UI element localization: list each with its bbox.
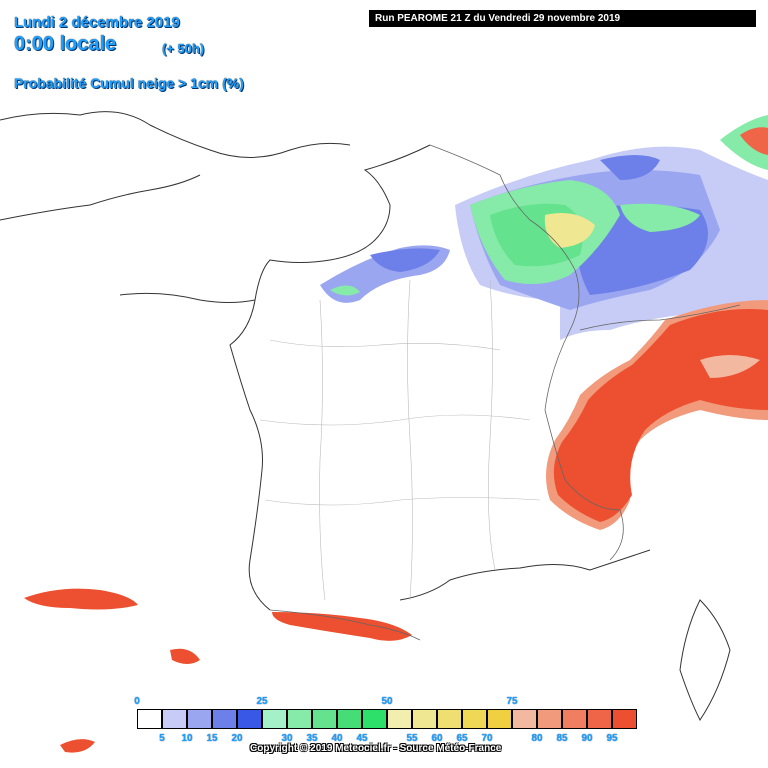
snow-field-pyrenees (24, 588, 412, 753)
legend-swatch (212, 709, 237, 729)
run-banner: Run PEAROME 21 Z du Vendredi 29 novembre… (369, 10, 756, 27)
legend-minor-label: 10 (181, 733, 193, 744)
product-title: Probabilité Cumul neige > 1cm (%) (14, 75, 244, 91)
legend-swatch (362, 709, 387, 729)
legend-swatch (587, 709, 612, 729)
legend-minor-label: 60 (431, 733, 443, 744)
legend-swatch (562, 709, 587, 729)
legend-swatch (312, 709, 337, 729)
legend-minor-label: 45 (356, 733, 368, 744)
color-legend: 0 25 50 75 5 10 15 20 30 35 40 45 55 60 65 70 80 85 90 95 (132, 696, 642, 758)
snow-field-alps (546, 300, 768, 530)
legend-swatch (437, 709, 462, 729)
legend-major-label: 25 (256, 696, 268, 707)
legend-minor-label: 90 (581, 733, 593, 744)
legend-minor-label: 85 (556, 733, 568, 744)
legend-minor-label: 15 (206, 733, 218, 744)
legend-minor-label: 5 (159, 733, 165, 744)
legend-minor-label: 70 (481, 733, 493, 744)
legend-swatch (512, 709, 537, 729)
legend-swatch (487, 709, 512, 729)
forecast-date: Lundi 2 décembre 2019 (14, 14, 180, 31)
legend-major-label: 50 (381, 696, 393, 707)
legend-minor-label: 95 (606, 733, 618, 744)
forecast-time: 0:00 locale (14, 33, 117, 55)
coastlines (0, 111, 731, 721)
legend-minor-label: 40 (331, 733, 343, 744)
legend-swatch (612, 709, 637, 729)
legend-major-label: 75 (506, 696, 518, 707)
legend-swatch (237, 709, 262, 729)
snow-field-north (320, 245, 450, 303)
legend-swatch (462, 709, 487, 729)
legend-major-label: 0 (134, 696, 140, 707)
legend-minor-label: 65 (456, 733, 468, 744)
legend-swatch (262, 709, 287, 729)
legend-swatch (337, 709, 362, 729)
legend-minor-label: 80 (531, 733, 543, 744)
snow-field-northeast (455, 115, 768, 340)
borders (269, 144, 741, 641)
legend-minor-label: 55 (406, 733, 418, 744)
legend-minor-label: 20 (231, 733, 243, 744)
legend-swatch (387, 709, 412, 729)
legend-swatch (162, 709, 187, 729)
legend-swatch (137, 709, 162, 729)
legend-minor-label: 30 (281, 733, 293, 744)
forecast-offset: (+ 50h) (162, 41, 205, 56)
legend-swatch (537, 709, 562, 729)
legend-swatch (187, 709, 212, 729)
department-lines (259, 279, 541, 601)
legend-swatch (287, 709, 312, 729)
copyright-text: Copyright © 2019 Meteociel.fr - Source M… (250, 743, 502, 754)
legend-swatch (412, 709, 437, 729)
legend-minor-label: 35 (306, 733, 318, 744)
